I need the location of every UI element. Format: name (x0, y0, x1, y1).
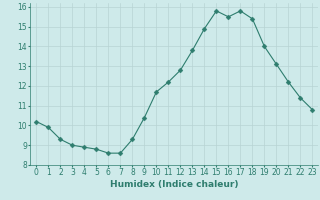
X-axis label: Humidex (Indice chaleur): Humidex (Indice chaleur) (110, 180, 239, 189)
